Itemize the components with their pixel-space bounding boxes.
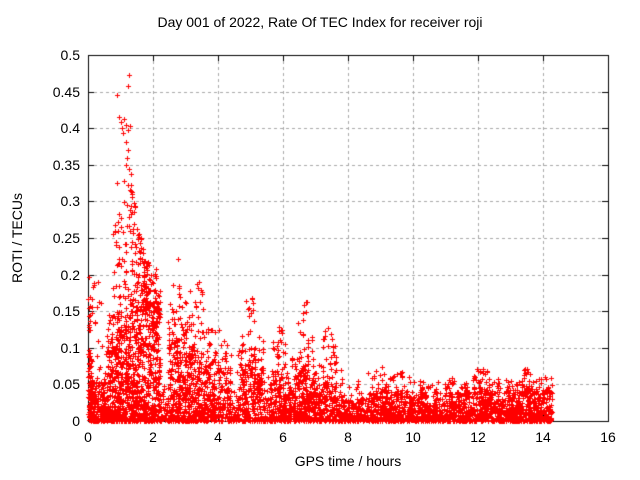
y-tick-label: 0.25 [52, 230, 80, 246]
y-tick-label: 0 [72, 413, 80, 429]
x-tick-label: 6 [279, 429, 287, 445]
x-tick-labels: 0 2 4 6 8 10 12 14 16 [0, 429, 640, 445]
y-tick-label: 0.15 [52, 303, 80, 320]
y-tick-label: 0.1 [60, 339, 80, 356]
chart-title: Day 001 of 2022, Rate Of TEC Index for r… [157, 14, 483, 30]
x-axis-label: GPS time / hours [294, 453, 402, 469]
y-tick-label: 0.4 [60, 120, 80, 137]
x-tick-label: 0 [84, 429, 92, 445]
y-tick-labels: 0 0.05 0.1 0.15 0.2 0.25 0.3 0.35 0.4 0.45 0.5 [0, 0, 80, 480]
x-tick-label: 12 [470, 429, 486, 445]
x-tick-label: 10 [405, 429, 421, 445]
y-tick-label: 0.45 [52, 83, 80, 100]
y-tick-label: 0.05 [52, 376, 80, 393]
y-tick-label: 0.35 [52, 156, 80, 173]
y-tick-label: 0.5 [60, 47, 80, 63]
x-tick-label: 8 [344, 429, 352, 445]
y-tick-label: 0.3 [60, 193, 80, 210]
x-tick-label: 14 [535, 429, 551, 445]
x-tick-label: 4 [214, 429, 222, 445]
x-tick-label: 2 [149, 429, 157, 445]
x-tick-label: 16 [600, 429, 616, 445]
y-tick-label: 0.2 [60, 266, 80, 283]
